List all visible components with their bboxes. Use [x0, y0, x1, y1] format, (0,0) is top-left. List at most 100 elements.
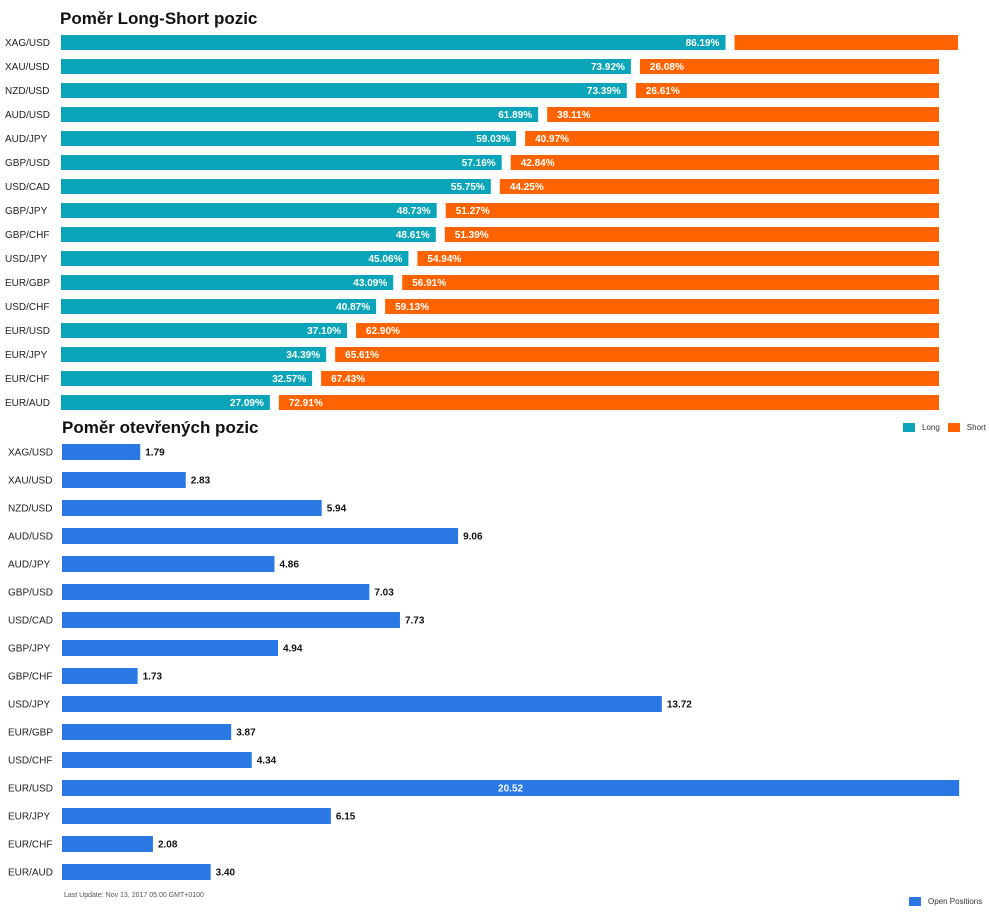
short-value-label-gbp-usd: 42.84%: [521, 158, 555, 169]
open-category-label-eur-aud: EUR/AUD: [8, 868, 53, 879]
ratio-category-label-aud-usd: AUD/USD: [5, 110, 50, 121]
short-bar-gbp-usd: [510, 155, 939, 170]
open-category-label-gbp-jpy: GBP/JPY: [8, 644, 51, 655]
long-value-label-eur-chf: 32.57%: [272, 374, 306, 385]
ratio-category-label-eur-aud: EUR/AUD: [5, 398, 50, 409]
short-bar-xau-usd: [639, 59, 939, 74]
open-positions-value-eur-jpy: 6.15: [336, 812, 356, 823]
open-positions-legend: Open Positions: [909, 897, 982, 906]
open-category-label-usd-jpy: USD/JPY: [8, 700, 51, 711]
long-bar-gbp-jpy: [61, 203, 437, 218]
short-value-label-usd-jpy: 54.94%: [427, 254, 461, 265]
short-bar-gbp-chf: [444, 227, 939, 242]
open-positions-bar-aud-usd: [62, 528, 459, 544]
long-value-label-eur-jpy: 34.39%: [286, 350, 320, 361]
long-bar-aud-jpy: [61, 131, 517, 146]
legend-item-short: Short: [947, 423, 986, 432]
open-positions-bar-usd-cad: [62, 612, 400, 628]
ratio-category-label-eur-gbp: EUR/GBP: [5, 278, 50, 289]
ratio-category-label-gbp-usd: GBP/USD: [5, 158, 50, 169]
short-bar-usd-chf: [385, 299, 940, 314]
short-bar-aud-jpy: [525, 131, 939, 146]
long-value-label-gbp-usd: 57.16%: [462, 158, 496, 169]
long-value-label-usd-chf: 40.87%: [336, 302, 370, 313]
ratio-category-label-aud-jpy: AUD/JPY: [5, 134, 48, 145]
open-category-label-eur-usd: EUR/USD: [8, 784, 53, 795]
ratio-category-label-eur-usd: EUR/USD: [5, 326, 50, 337]
open-positions-value-gbp-usd: 7.03: [374, 588, 394, 599]
short-value-label-usd-chf: 59.13%: [395, 302, 429, 313]
legend-label-short: Short: [966, 423, 986, 432]
long-bar-xag-usd: [61, 35, 726, 50]
legend-swatch-open-positions: [909, 897, 921, 906]
short-bar-eur-jpy: [335, 347, 939, 362]
open-positions-bar-xag-usd: [62, 444, 141, 460]
long-bar-usd-chf: [61, 299, 377, 314]
long-value-label-aud-jpy: 59.03%: [476, 134, 510, 145]
long-bar-eur-chf: [61, 371, 313, 386]
short-value-label-usd-cad: 44.25%: [510, 182, 544, 193]
legend-label-open-positions: Open Positions: [928, 897, 983, 906]
short-bar-eur-aud: [278, 395, 939, 410]
open-category-label-gbp-usd: GBP/USD: [8, 588, 53, 599]
long-value-label-usd-cad: 55.75%: [451, 182, 485, 193]
open-category-label-usd-chf: USD/CHF: [8, 756, 52, 767]
ratio-category-label-eur-jpy: EUR/JPY: [5, 350, 48, 361]
short-bar-eur-usd: [356, 323, 939, 338]
short-value-label-aud-jpy: 40.97%: [535, 134, 569, 145]
open-category-label-xau-usd: XAU/USD: [8, 476, 52, 487]
short-value-label-aud-usd: 38.11%: [557, 110, 590, 121]
ratio-category-label-gbp-jpy: GBP/JPY: [5, 206, 48, 217]
short-value-label-nzd-usd: 26.61%: [646, 86, 680, 97]
open-positions-value-usd-chf: 4.34: [257, 756, 277, 767]
long-bar-eur-usd: [61, 323, 348, 338]
open-category-label-aud-jpy: AUD/JPY: [8, 560, 51, 571]
open-category-label-eur-chf: EUR/CHF: [8, 840, 52, 851]
short-bar-gbp-jpy: [445, 203, 939, 218]
long-value-label-eur-gbp: 43.09%: [353, 278, 387, 289]
long-bar-usd-cad: [61, 179, 491, 194]
long-bar-nzd-usd: [61, 83, 627, 98]
short-value-label-eur-chf: 67.43%: [331, 374, 365, 385]
open-positions-value-aud-usd: 9.06: [463, 532, 483, 543]
long-bar-eur-gbp: [61, 275, 394, 290]
open-category-label-eur-jpy: EUR/JPY: [8, 812, 51, 823]
open-category-label-nzd-usd: NZD/USD: [8, 504, 52, 515]
ratio-category-label-gbp-chf: GBP/CHF: [5, 230, 49, 241]
short-bar-eur-chf: [321, 371, 939, 386]
open-positions-bar-nzd-usd: [62, 500, 322, 516]
ratio-category-label-eur-chf: EUR/CHF: [5, 374, 49, 385]
long-value-label-aud-usd: 61.89%: [498, 110, 532, 121]
long-value-label-gbp-jpy: 48.73%: [397, 206, 431, 217]
ratio-legend: Long Short: [903, 423, 989, 432]
ratio-category-label-usd-chf: USD/CHF: [5, 302, 49, 313]
open-positions-value-eur-chf: 2.08: [158, 840, 178, 851]
legend-swatch-long: [903, 423, 915, 432]
open-positions-bar-eur-jpy: [62, 808, 331, 824]
open-positions-bar-eur-chf: [62, 836, 153, 852]
ratio-category-label-xau-usd: XAU/USD: [5, 62, 49, 73]
long-value-label-nzd-usd: 73.39%: [587, 86, 621, 97]
short-value-label-eur-usd: 62.90%: [366, 326, 400, 337]
short-bar-usd-cad: [499, 179, 939, 194]
ratio-category-label-nzd-usd: NZD/USD: [5, 86, 49, 97]
open-positions-value-gbp-jpy: 4.94: [283, 644, 303, 655]
long-bar-eur-jpy: [61, 347, 327, 362]
long-value-label-eur-usd: 37.10%: [307, 326, 341, 337]
open-category-label-eur-gbp: EUR/GBP: [8, 728, 53, 739]
open-positions-value-eur-usd: 20.52: [498, 784, 523, 795]
long-bar-gbp-chf: [61, 227, 436, 242]
open-positions-bar-usd-chf: [62, 752, 252, 768]
long-value-label-eur-aud: 27.09%: [230, 398, 264, 409]
open-positions-value-eur-aud: 3.40: [216, 868, 236, 879]
short-value-label-xau-usd: 26.08%: [650, 62, 684, 73]
legend-swatch-short: [947, 423, 960, 432]
short-value-label-eur-gbp: 56.91%: [412, 278, 446, 289]
open-category-label-gbp-chf: GBP/CHF: [8, 672, 52, 683]
short-value-label-eur-jpy: 65.61%: [345, 350, 379, 361]
open-positions-value-eur-gbp: 3.87: [236, 728, 256, 739]
open-positions-chart-title: Poměr otevřených pozic: [62, 418, 259, 437]
ratio-category-label-usd-cad: USD/CAD: [5, 182, 50, 193]
open-positions-value-xag-usd: 1.79: [145, 448, 165, 459]
